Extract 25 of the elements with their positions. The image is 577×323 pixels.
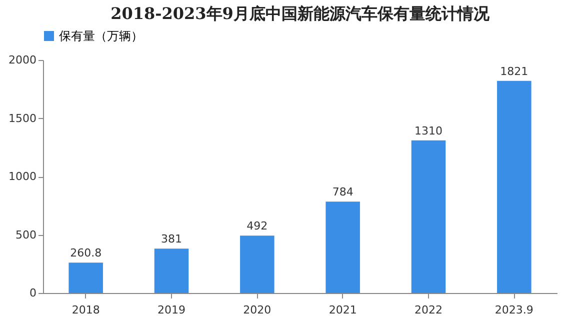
y-tick-label: 1000	[8, 170, 36, 183]
bar	[154, 248, 189, 293]
bar	[497, 80, 532, 293]
data-label: 260.8	[70, 246, 102, 260]
y-tick-label: 2000	[8, 54, 36, 66]
x-tick-label: 2018	[72, 304, 100, 316]
x-tick-label: 2022	[414, 304, 442, 316]
bar	[411, 140, 446, 293]
bar	[68, 262, 103, 293]
bar	[240, 236, 274, 293]
x-tick-label: 2019	[158, 304, 186, 316]
bar	[326, 202, 360, 293]
data-label: 784	[332, 186, 354, 199]
data-label: 1821	[500, 64, 528, 78]
x-tick-label: 2021	[328, 304, 357, 316]
chart-title: 2018-2023年9月底中国新能源汽车保有量统计情况	[110, 4, 490, 23]
data-label: 381	[161, 232, 182, 246]
y-tick-label: 0	[30, 286, 36, 300]
y-tick-label: 1500	[8, 112, 36, 125]
x-tick-label: 2023.9	[494, 304, 534, 316]
x-tick-label: 2020	[243, 304, 272, 316]
data-label: 1310	[414, 124, 442, 138]
y-tick-label: 500	[16, 228, 36, 242]
data-label: 492	[246, 220, 268, 233]
legend-label: 保有量（万辆）	[59, 29, 143, 43]
